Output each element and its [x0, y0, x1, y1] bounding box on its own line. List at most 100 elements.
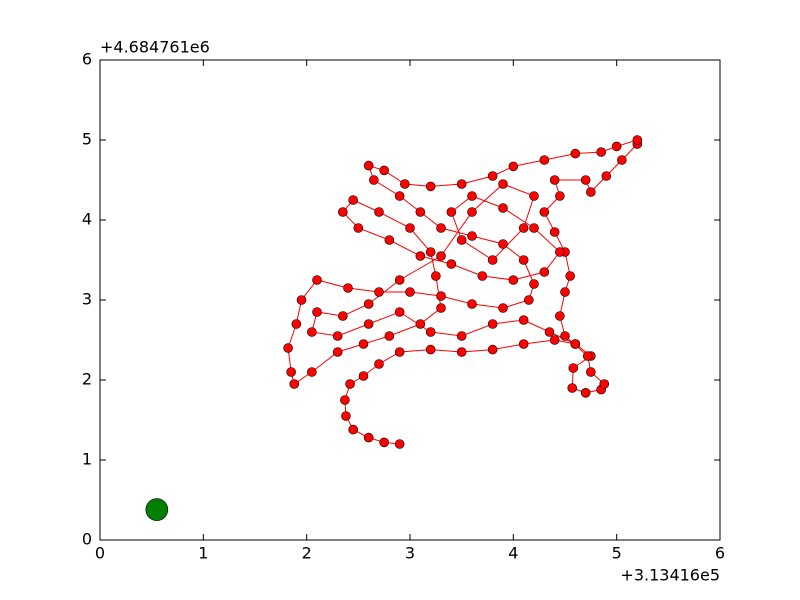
trajectory-point [400, 179, 410, 189]
trajectory-point [338, 207, 348, 217]
trajectory-point [358, 339, 369, 349]
trajectory-point [487, 344, 498, 355]
trajectory-point [456, 179, 467, 189]
trajectory-point [487, 171, 498, 181]
trajectory-point [529, 223, 539, 233]
trajectory-point [518, 339, 529, 349]
trajectory-point [582, 351, 593, 361]
trajectory-point [487, 319, 498, 329]
y-tick-label: 2 [82, 370, 92, 389]
trajectory-point [570, 148, 581, 159]
trajectory-point [539, 267, 550, 277]
trajectory-point [580, 175, 591, 185]
trajectory-point [394, 307, 405, 317]
trajectory-point [431, 271, 441, 281]
trajectory-point [611, 141, 622, 152]
trajectory-point [348, 424, 358, 435]
trajectory-point [467, 191, 477, 201]
trajectory-point [555, 191, 565, 201]
trajectory-point [345, 379, 355, 389]
trajectory-point [332, 331, 343, 341]
trajectory-point [405, 223, 415, 233]
trajectory-point [384, 331, 395, 341]
trajectory-point [549, 175, 560, 185]
trajectory-point [508, 275, 519, 285]
trajectory-point [363, 160, 374, 171]
trajectory-point [340, 395, 350, 405]
trajectory-point [286, 367, 296, 377]
trajectory-point [415, 251, 426, 261]
trajectory-point [425, 181, 436, 192]
trajectory-point [338, 311, 348, 321]
trajectory-point [394, 191, 405, 201]
trajectory-point [363, 299, 374, 309]
trajectory-point [394, 275, 405, 285]
trajectory-point [341, 411, 351, 421]
trajectory-point [568, 363, 579, 373]
trajectory-point [632, 135, 643, 145]
trajectory-point [456, 235, 467, 245]
trajectory-point [446, 259, 457, 269]
trajectory-point [560, 331, 570, 341]
trajectory-point [570, 339, 581, 349]
y-tick-label: 0 [82, 530, 92, 549]
trajectory-point [524, 295, 534, 305]
x-tick-label: 3 [405, 544, 415, 563]
trajectory-point [415, 207, 426, 217]
trajectory-point [560, 287, 570, 297]
y-tick-label: 5 [82, 130, 92, 149]
trajectory-point [456, 347, 467, 357]
trajectory-point [332, 347, 343, 357]
trajectory-point [498, 303, 508, 313]
y-tick-label: 4 [82, 210, 92, 229]
x-tick-label: 4 [508, 544, 518, 563]
trajectory-point [446, 207, 457, 217]
trajectory-point [436, 291, 446, 301]
x-tick-label: 1 [198, 544, 208, 563]
trajectory-point [567, 383, 578, 393]
trajectory-point [456, 331, 467, 341]
trajectory-point [289, 379, 300, 389]
trajectory-point [374, 207, 384, 217]
start-point [145, 498, 169, 521]
trajectory-point [374, 287, 384, 297]
trajectory-point [436, 303, 446, 313]
trajectory-point [353, 223, 364, 233]
trajectory-point [477, 271, 488, 281]
x-tick-label: 0 [95, 544, 105, 563]
x-offset-label: +3.13416e5 [620, 566, 720, 585]
trajectory-point [348, 195, 358, 205]
trajectory-point [394, 439, 405, 449]
trajectory-point [555, 311, 565, 321]
trajectory-point [565, 271, 575, 281]
x-tick-label: 5 [612, 544, 622, 563]
trajectory-point [291, 319, 302, 329]
trajectory-point [539, 207, 550, 217]
trajectory-point [343, 283, 353, 293]
trajectory-point [508, 161, 519, 172]
trajectory-point [487, 255, 498, 265]
trajectory-point [436, 251, 446, 261]
trajectory-point [415, 319, 426, 329]
trajectory-point [307, 367, 317, 377]
trajectory-point [307, 327, 317, 337]
y-tick-label: 6 [82, 50, 92, 69]
trajectory-point [529, 279, 539, 289]
trajectory-point [529, 191, 539, 201]
trajectory-point [394, 347, 405, 357]
trajectory-point [425, 344, 436, 355]
trajectory-point [379, 165, 389, 176]
trajectory-point [312, 307, 322, 317]
trajectory-point [596, 147, 606, 157]
trajectory-point [425, 327, 436, 337]
trajectory-point [549, 335, 560, 345]
trajectory-point [436, 223, 446, 233]
trajectory-point [363, 319, 374, 329]
trajectory-point [358, 371, 369, 381]
trajectory-point [544, 327, 555, 337]
trajectory-point [586, 187, 596, 197]
trajectory-point [498, 203, 508, 213]
trajectory-point [617, 155, 627, 165]
